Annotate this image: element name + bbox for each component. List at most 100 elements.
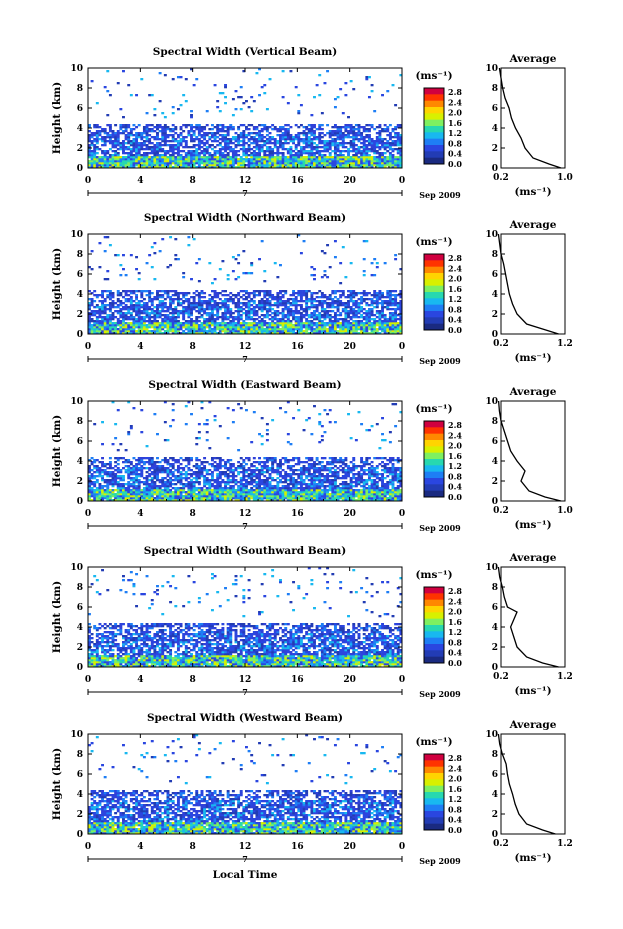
heatmap-cell: [158, 332, 162, 335]
heatmap-cell: [320, 124, 324, 127]
heatmap-cell: [208, 162, 212, 165]
heatmap-cell: [375, 292, 379, 295]
heatmap-cell: [258, 326, 261, 329]
heatmap-cell: [260, 308, 264, 311]
heatmap-cell: [286, 318, 290, 321]
heatmap-cell: [388, 292, 392, 295]
heatmap-cell: [187, 306, 191, 309]
heatmap-cell: [145, 130, 149, 133]
heatmap-cell: [226, 300, 230, 303]
heatmap-cell: [224, 138, 227, 141]
heatmap-cell: [307, 316, 311, 319]
heatmap-cell: [224, 318, 227, 321]
heatmap-cell: [213, 499, 217, 502]
heatmap-cell: [221, 300, 225, 303]
heatmap-cell: [142, 148, 146, 151]
heatmap-cell: [229, 320, 233, 323]
heatmap-cell: [200, 126, 204, 129]
heatmap-cell: [339, 134, 343, 137]
heatmap-cell: [302, 322, 306, 325]
heatmap-cell: [166, 497, 170, 500]
heatmap-cell: [245, 495, 248, 498]
heatmap-cell: [171, 493, 175, 496]
heatmap-cell: [336, 132, 340, 135]
heatmap-cell: [195, 326, 199, 329]
heatmap-cell: [176, 495, 180, 498]
heatmap-cell: [137, 491, 141, 494]
heatmap-cell: [127, 328, 131, 331]
heatmap-cell: [302, 164, 306, 167]
heatmap-cell: [271, 493, 275, 496]
heatmap-cell: [250, 322, 254, 325]
heatmap-cell: [310, 158, 314, 161]
heatmap-cell: [333, 256, 337, 259]
heatmap-cell: [103, 150, 107, 153]
heatmap-cell: [210, 493, 214, 496]
heatmap-cell: [381, 304, 384, 307]
heatmap-cell: [176, 302, 180, 305]
heatmap-cell: [333, 314, 337, 317]
heatmap-cell: [328, 326, 332, 329]
heatmap-cell: [286, 499, 290, 502]
heatmap-cell: [93, 126, 97, 129]
heatmap-cell: [127, 166, 131, 169]
heatmap-cell: [375, 322, 379, 325]
avg-y-tick-label: 2: [492, 310, 498, 320]
heatmap-cell: [292, 160, 296, 163]
heatmap-cell: [378, 142, 382, 145]
heatmap-cell: [239, 316, 243, 319]
heatmap-cell: [289, 126, 293, 129]
heatmap-cell: [108, 142, 112, 145]
heatmap-cell: [221, 306, 225, 309]
heatmap-cell: [394, 328, 398, 331]
heatmap-cell: [365, 158, 369, 161]
heatmap-cell: [95, 146, 99, 149]
heatmap-cell: [255, 142, 259, 145]
heatmap-cell: [197, 144, 201, 147]
heatmap-cell: [124, 146, 128, 149]
heatmap-cell: [357, 322, 361, 325]
heatmap-cell: [292, 495, 296, 498]
heatmap-cell: [142, 152, 146, 155]
heatmap-cell: [341, 246, 345, 249]
heatmap-cell: [286, 312, 290, 315]
heatmap-cell: [192, 166, 196, 169]
heatmap-cell: [386, 134, 390, 137]
heatmap-cell: [367, 292, 371, 295]
heatmap-cell: [150, 312, 154, 315]
heatmap-cell: [221, 330, 225, 333]
heatmap-cell: [210, 330, 214, 333]
heatmap-cell: [226, 304, 230, 307]
heatmap-cell: [318, 304, 322, 307]
heatmap-cell: [135, 152, 139, 155]
heatmap-cell: [182, 276, 186, 279]
heatmap-cell: [197, 164, 201, 167]
heatmap-cell: [313, 134, 316, 137]
heatmap-cell: [333, 164, 337, 167]
heatmap-cell: [101, 322, 104, 325]
heatmap-cell: [163, 156, 167, 159]
heatmap-cell: [258, 144, 261, 147]
heatmap-cell: [237, 300, 241, 303]
heatmap-cell: [124, 306, 128, 309]
heatmap-cell: [373, 148, 377, 151]
heatmap-cell: [140, 296, 144, 299]
heatmap-cell: [315, 326, 319, 329]
heatmap-cell: [328, 314, 332, 317]
heatmap-cell: [281, 158, 285, 161]
heatmap-cell: [247, 296, 251, 299]
heatmap-cell: [237, 126, 241, 129]
heatmap-cell: [289, 308, 293, 311]
heatmap-cell: [203, 150, 207, 153]
heatmap-cell: [276, 154, 280, 157]
heatmap-cell: [383, 152, 387, 155]
heatmap-cell: [294, 296, 298, 299]
heatmap-cell: [127, 146, 131, 149]
heatmap-cell: [166, 296, 170, 299]
heatmap-cell: [333, 124, 337, 127]
heatmap-cell: [399, 326, 403, 329]
heatmap-cell: [184, 324, 188, 327]
heatmap-cell: [326, 310, 330, 313]
heatmap-cell: [391, 166, 395, 169]
heatmap-cell: [213, 497, 217, 500]
